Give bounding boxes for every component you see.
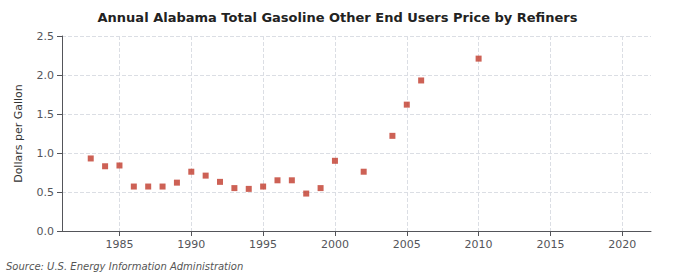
svg-text:2000: 2000 bbox=[321, 238, 349, 251]
svg-text:1.0: 1.0 bbox=[37, 147, 55, 160]
svg-text:Source: U.S. Energy Informatio: Source: U.S. Energy Information Administ… bbox=[6, 261, 243, 272]
svg-text:Annual Alabama Total Gasoline: Annual Alabama Total Gasoline Other End … bbox=[98, 10, 578, 25]
svg-text:2015: 2015 bbox=[536, 238, 564, 251]
svg-text:1995: 1995 bbox=[249, 238, 277, 251]
svg-text:2020: 2020 bbox=[608, 238, 636, 251]
svg-text:Dollars per Gallon: Dollars per Gallon bbox=[12, 84, 25, 183]
svg-text:0.5: 0.5 bbox=[37, 186, 55, 199]
svg-text:1985: 1985 bbox=[105, 238, 133, 251]
svg-text:1990: 1990 bbox=[177, 238, 205, 251]
svg-text:2.5: 2.5 bbox=[37, 30, 55, 43]
svg-text:0.0: 0.0 bbox=[37, 225, 55, 238]
svg-text:2005: 2005 bbox=[393, 238, 421, 251]
svg-text:2.0: 2.0 bbox=[37, 69, 55, 82]
svg-text:1.5: 1.5 bbox=[37, 108, 55, 121]
svg-text:2010: 2010 bbox=[465, 238, 493, 251]
